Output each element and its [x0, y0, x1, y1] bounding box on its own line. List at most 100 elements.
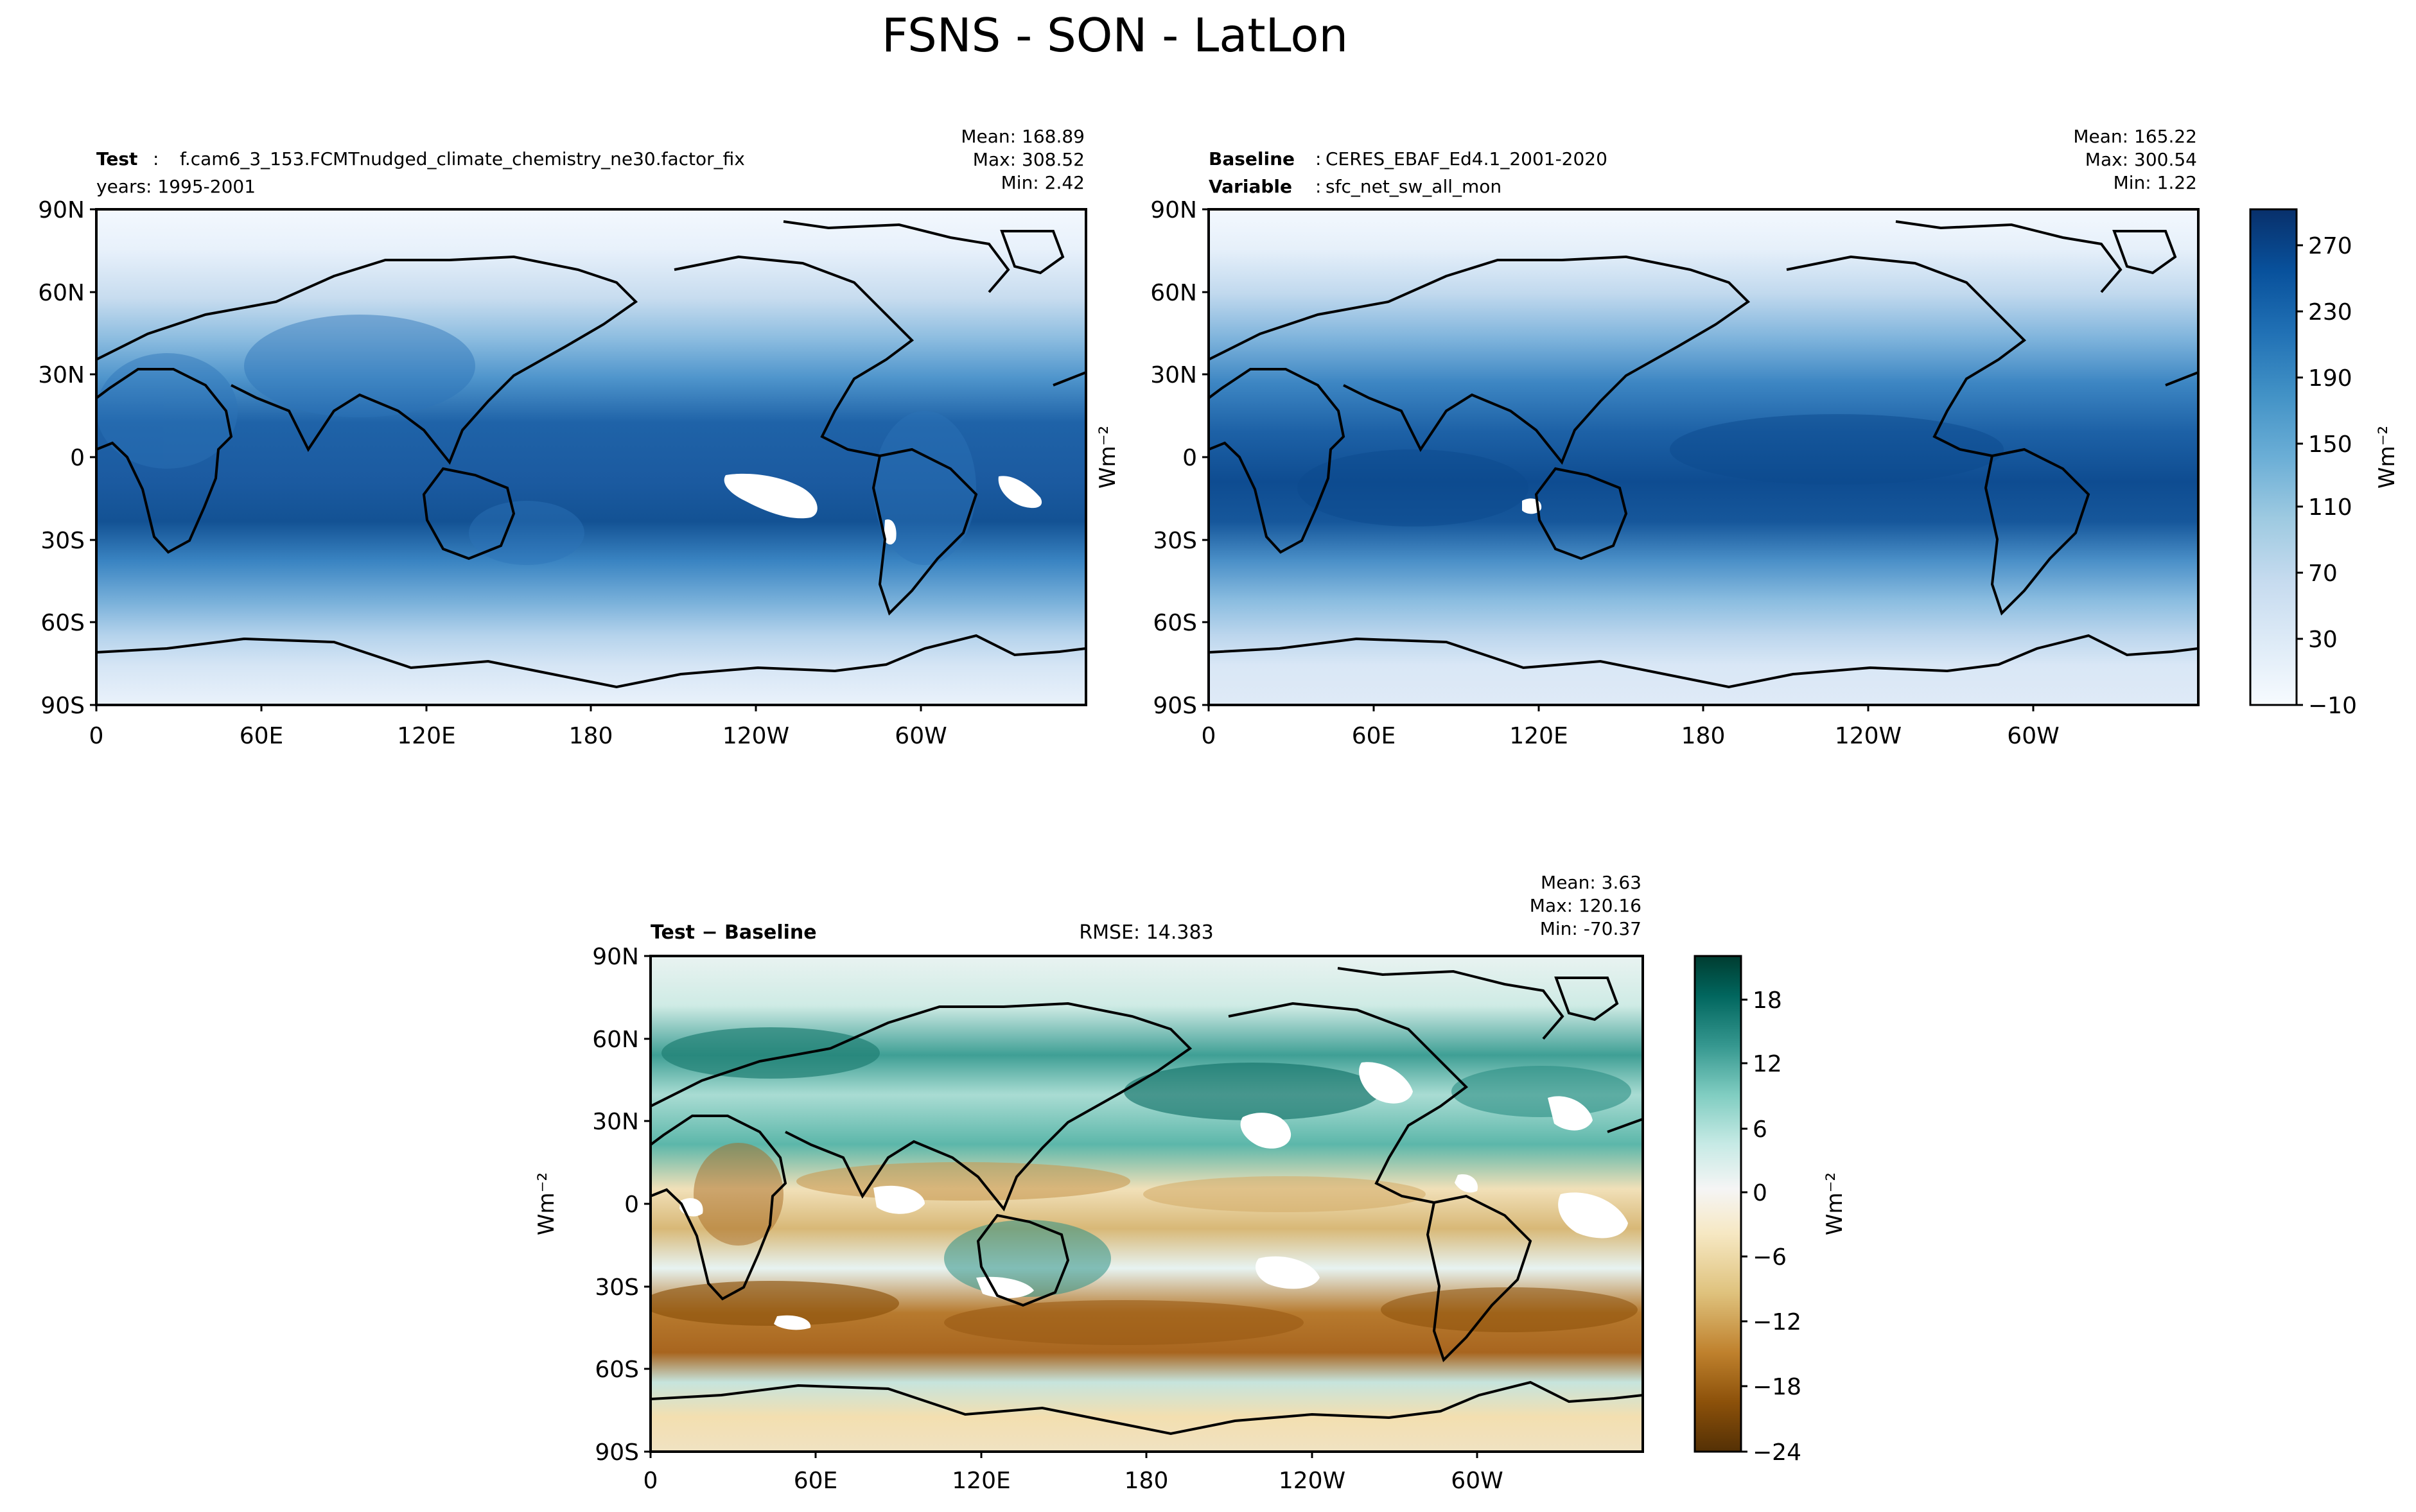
test-stat-min: Min: 2.42: [1001, 172, 1085, 193]
test-ytick-30s: 30S: [40, 528, 85, 554]
test-x-ticks: [95, 705, 922, 711]
baseline-xtick-60w: 60W: [2007, 723, 2059, 749]
baseline-ytick-0: 0: [1182, 445, 1197, 471]
baseline-ytick-30n: 30N: [1150, 362, 1197, 388]
difference-cbtick-18: 18: [1753, 987, 1782, 1014]
difference-ytick-90n: 90N: [592, 944, 639, 970]
difference-rmse: RMSE: 14.383: [1079, 921, 1213, 944]
test-ytick-60n: 60N: [38, 280, 85, 306]
test-land-shading: [96, 315, 976, 565]
difference-stat-mean: Mean: 3.63: [1541, 872, 1641, 893]
difference-xtick-120e: 120E: [952, 1468, 1010, 1494]
difference-x-ticks: [649, 1452, 1478, 1458]
difference-y-ticks: [644, 955, 651, 1453]
difference-cbtick-m18: −18: [1753, 1374, 1801, 1400]
variable-label-bold: Variable: [1209, 176, 1292, 197]
difference-ytick-0: 0: [624, 1192, 639, 1218]
difference-xtick-0: 0: [643, 1468, 658, 1494]
baseline-ylabel: Wm⁻²: [1095, 426, 1121, 489]
test-label-text: f.cam6_3_153.FCMTnudged_climate_chemistr…: [180, 148, 745, 169]
test-xtick-60w: 60W: [895, 723, 947, 749]
baseline-ytick-60n: 60N: [1150, 280, 1197, 306]
test-ytick-90s: 90S: [40, 693, 85, 719]
difference-xtick-120w: 120W: [1279, 1468, 1345, 1494]
baseline-xtick-60e: 60E: [1352, 723, 1396, 749]
baseline-colorbar-label: Wm⁻²: [2374, 426, 2400, 489]
test-coastlines: [96, 220, 1086, 689]
baseline-colorbar-ticks: [2297, 244, 2303, 706]
difference-xtick-60e: 60E: [794, 1468, 838, 1494]
test-y-ticks: [90, 208, 96, 706]
baseline-cbtick-190: 190: [2308, 365, 2352, 392]
difference-ytick-30s: 30S: [595, 1274, 639, 1301]
baseline-ocean-shading: [1297, 414, 2004, 526]
baseline-label-separator: :: [1315, 148, 1321, 169]
baseline-cbtick-110: 110: [2308, 494, 2352, 521]
test-stat-max: Max: 308.52: [973, 149, 1085, 170]
baseline-cbtick-270: 270: [2308, 233, 2352, 259]
baseline-cbtick-230: 230: [2308, 299, 2352, 326]
baseline-xtick-120e: 120E: [1509, 723, 1568, 749]
difference-xtick-180: 180: [1125, 1468, 1169, 1494]
baseline-coastlines: [1209, 220, 2198, 689]
test-xtick-180: 180: [569, 723, 613, 749]
baseline-xtick-120w: 120W: [1835, 723, 1902, 749]
test-xtick-120e: 120E: [397, 723, 455, 749]
test-xtick-0: 0: [89, 723, 104, 749]
figure-title: FSNS - SON - LatLon: [882, 8, 1348, 62]
difference-label-bold: Test − Baseline: [651, 921, 817, 944]
test-ytick-90n: 90N: [38, 197, 85, 223]
difference-panel: Test − Baseline RMSE: 14.383 Mean: 3.63 …: [534, 872, 1848, 1494]
difference-coastlines: [651, 967, 1643, 1436]
baseline-label-text: CERES_EBAF_Ed4.1_2001-2020: [1326, 148, 1607, 169]
baseline-x-ticks: [1207, 705, 2035, 711]
baseline-stat-max: Max: 300.54: [2085, 149, 2197, 170]
difference-cbtick-m6: −6: [1753, 1244, 1787, 1271]
test-ytick-30n: 30N: [38, 362, 85, 388]
difference-colorbar-label: Wm⁻²: [1822, 1172, 1848, 1235]
difference-cbtick-6: 6: [1753, 1117, 1767, 1143]
variable-label-text: sfc_net_sw_all_mon: [1326, 176, 1501, 197]
baseline-xtick-180: 180: [1681, 723, 1726, 749]
difference-cbtick-m24: −24: [1753, 1439, 1801, 1466]
difference-stat-min: Min: -70.37: [1540, 918, 1641, 939]
baseline-y-ticks: [1202, 208, 1209, 706]
baseline-cbtick-150: 150: [2308, 431, 2352, 458]
baseline-panel: Baseline : CERES_EBAF_Ed4.1_2001-2020 Va…: [1095, 126, 2400, 749]
baseline-ytick-90s: 90S: [1153, 693, 1197, 719]
test-missing-regions: [724, 473, 1042, 545]
test-stat-mean: Mean: 168.89: [961, 126, 1085, 147]
baseline-xtick-0: 0: [1202, 723, 1216, 749]
test-map-field: [96, 209, 1086, 705]
test-xtick-60e: 60E: [240, 723, 284, 749]
variable-label-separator: :: [1315, 176, 1321, 197]
test-xtick-120w: 120W: [722, 723, 789, 749]
baseline-colorbar: [2249, 208, 2298, 706]
difference-colorbar-ticks: [1741, 998, 1747, 1453]
difference-xtick-60w: 60W: [1451, 1468, 1503, 1494]
test-ytick-60s: 60S: [40, 610, 85, 636]
difference-ytick-90s: 90S: [595, 1439, 639, 1466]
baseline-cbtick-70: 70: [2308, 560, 2338, 587]
difference-cbtick-0: 0: [1753, 1180, 1767, 1206]
baseline-label-bold: Baseline: [1209, 148, 1295, 169]
baseline-stat-mean: Mean: 165.22: [2073, 126, 2197, 147]
test-years: years: 1995-2001: [96, 176, 256, 197]
test-panel: Test f.cam6_3_153.FCMTnudged_climate_che…: [38, 126, 1087, 749]
baseline-ytick-30s: 30S: [1153, 528, 1197, 554]
baseline-ytick-60s: 60S: [1153, 610, 1197, 636]
difference-stat-max: Max: 120.16: [1530, 895, 1641, 916]
baseline-stat-min: Min: 1.22: [2114, 172, 2197, 193]
test-ytick-0: 0: [70, 445, 85, 471]
difference-ytick-60s: 60S: [595, 1357, 639, 1383]
difference-missing-regions: [679, 1062, 1628, 1330]
difference-cbtick-m12: −12: [1753, 1309, 1801, 1335]
baseline-ytick-90n: 90N: [1150, 197, 1197, 223]
difference-ytick-30n: 30N: [592, 1109, 639, 1135]
difference-cbtick-12: 12: [1753, 1051, 1782, 1077]
difference-colorbar: [1694, 955, 1742, 1453]
test-label-bold: Test: [96, 148, 137, 169]
test-label-separator: :: [153, 148, 159, 169]
baseline-cbtick-30: 30: [2308, 627, 2338, 653]
